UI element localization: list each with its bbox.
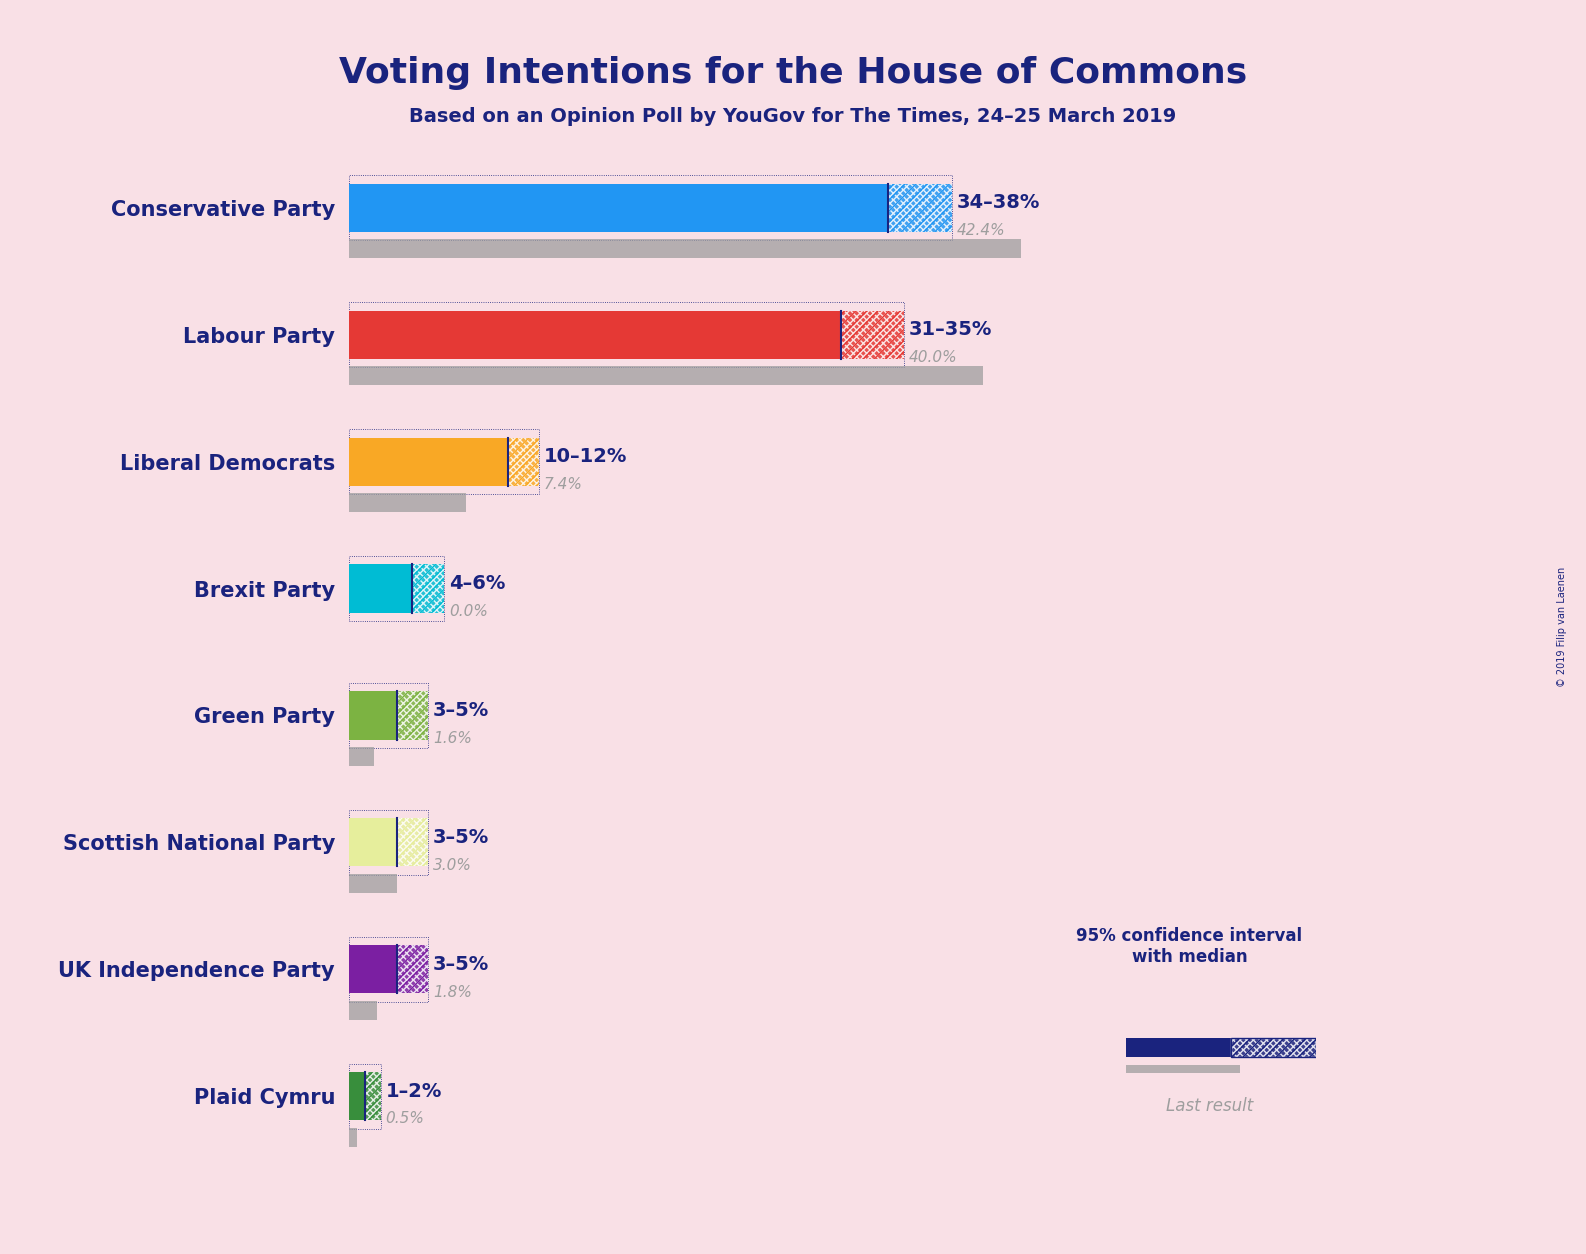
Bar — [349, 302, 904, 367]
Text: 4–6%: 4–6% — [449, 574, 506, 593]
Bar — [349, 874, 396, 893]
Text: 1–2%: 1–2% — [385, 1081, 442, 1101]
Bar — [365, 1072, 381, 1120]
Text: 34–38%: 34–38% — [956, 193, 1040, 212]
Text: 3–5%: 3–5% — [433, 701, 488, 720]
Bar — [396, 691, 428, 740]
Bar — [349, 683, 428, 747]
Text: 7.4%: 7.4% — [544, 477, 584, 492]
Text: 3.0%: 3.0% — [433, 858, 473, 873]
Text: 31–35%: 31–35% — [909, 320, 993, 339]
Bar — [349, 311, 841, 359]
Bar — [508, 438, 539, 485]
Bar — [412, 564, 444, 613]
Bar — [888, 183, 952, 232]
Bar — [396, 818, 428, 867]
Text: 3–5%: 3–5% — [433, 954, 488, 973]
Bar — [349, 564, 412, 613]
Text: 40.0%: 40.0% — [909, 350, 958, 365]
Bar — [1231, 1038, 1316, 1057]
Bar — [1126, 1065, 1240, 1072]
Bar — [349, 183, 888, 232]
Bar — [349, 556, 444, 621]
Bar — [349, 1072, 365, 1120]
Text: 1.8%: 1.8% — [433, 984, 473, 999]
Bar — [349, 1127, 357, 1146]
Bar — [349, 366, 983, 385]
Bar — [1231, 1038, 1316, 1057]
Bar — [396, 691, 428, 740]
Text: © 2019 Filip van Laenen: © 2019 Filip van Laenen — [1557, 567, 1567, 687]
Bar — [841, 311, 904, 359]
Bar — [349, 240, 1021, 258]
Bar — [349, 1001, 377, 1020]
Bar — [349, 810, 428, 875]
Text: Based on an Opinion Poll by YouGov for The Times, 24–25 March 2019: Based on an Opinion Poll by YouGov for T… — [409, 107, 1177, 125]
Text: Last result: Last result — [1166, 1097, 1253, 1115]
Bar — [349, 818, 396, 867]
Bar — [349, 493, 466, 512]
Text: Voting Intentions for the House of Commons: Voting Intentions for the House of Commo… — [339, 56, 1247, 90]
Text: 0.5%: 0.5% — [385, 1111, 425, 1126]
Bar — [1126, 1038, 1231, 1057]
Bar — [349, 691, 396, 740]
Text: 3–5%: 3–5% — [433, 828, 488, 846]
Text: 0.0%: 0.0% — [449, 604, 488, 619]
Bar — [349, 747, 374, 766]
Bar — [349, 176, 952, 241]
Text: 95% confidence interval
with median: 95% confidence interval with median — [1077, 927, 1302, 966]
Bar — [349, 438, 508, 485]
Bar — [349, 429, 539, 494]
Bar — [365, 1072, 381, 1120]
Bar — [349, 946, 396, 993]
Text: 10–12%: 10–12% — [544, 446, 628, 466]
Bar — [349, 937, 428, 1002]
Bar — [396, 946, 428, 993]
Bar — [508, 438, 539, 485]
Text: 42.4%: 42.4% — [956, 223, 1006, 238]
Bar — [888, 183, 952, 232]
Bar — [412, 564, 444, 613]
Bar — [349, 1063, 381, 1129]
Bar — [396, 818, 428, 867]
Bar — [396, 946, 428, 993]
Bar — [841, 311, 904, 359]
Text: 1.6%: 1.6% — [433, 731, 473, 746]
